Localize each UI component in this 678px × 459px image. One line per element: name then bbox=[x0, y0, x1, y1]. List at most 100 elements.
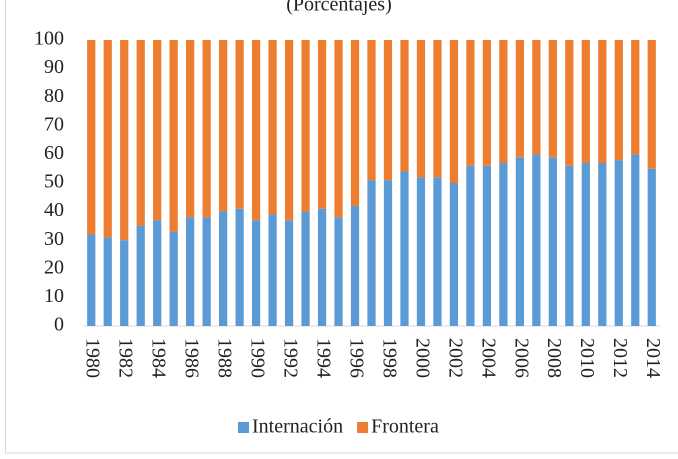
y-tick-label: 30 bbox=[44, 228, 64, 250]
bar-segment bbox=[449, 40, 459, 183]
x-tick-label: 1982 bbox=[115, 338, 137, 378]
bar-segment bbox=[186, 217, 195, 326]
bar-segment bbox=[548, 40, 557, 158]
bar-segment bbox=[103, 40, 112, 238]
bar-segment bbox=[284, 220, 294, 326]
bar-segment bbox=[202, 40, 211, 218]
bar-segment bbox=[631, 154, 640, 326]
bar-segment bbox=[235, 40, 244, 209]
x-tick-label: 1988 bbox=[214, 338, 236, 378]
y-tick-label: 80 bbox=[44, 85, 64, 107]
bar-segment bbox=[202, 217, 211, 326]
bar-segment bbox=[482, 165, 492, 326]
bar-segment bbox=[120, 240, 129, 326]
y-tick-label: 10 bbox=[44, 285, 64, 307]
bar-segment bbox=[400, 40, 409, 172]
x-tick-label: 1992 bbox=[279, 338, 301, 378]
bar-segment bbox=[515, 40, 524, 158]
bar-segment bbox=[449, 183, 459, 326]
y-tick-label: 20 bbox=[44, 256, 64, 278]
y-tick-label: 50 bbox=[44, 171, 64, 193]
bar-segment bbox=[301, 40, 310, 212]
y-tick-label: 40 bbox=[44, 199, 64, 221]
bar-segment bbox=[466, 165, 475, 326]
bar-segment bbox=[317, 208, 327, 326]
bar-segment bbox=[598, 40, 607, 163]
bar-segment bbox=[136, 225, 145, 326]
bar-segment bbox=[87, 40, 96, 235]
bar-segment bbox=[87, 234, 96, 326]
y-tick-label: 0 bbox=[54, 314, 64, 336]
x-tick-label: 2000 bbox=[411, 338, 433, 378]
bar-segment bbox=[350, 205, 360, 326]
x-tick-label: 1998 bbox=[378, 338, 400, 378]
bar-segment bbox=[532, 154, 541, 326]
bar-segment bbox=[532, 40, 541, 155]
bar-segment bbox=[219, 211, 228, 326]
bar-segment bbox=[647, 40, 656, 169]
bar-segment bbox=[251, 220, 261, 326]
bar-segment bbox=[103, 237, 112, 326]
bar-segment bbox=[548, 157, 557, 326]
x-tick-label: 1990 bbox=[247, 338, 269, 378]
x-tick-label: 1994 bbox=[312, 338, 334, 378]
bar-segment bbox=[153, 220, 162, 326]
bar-segment bbox=[416, 177, 426, 326]
bar-segment bbox=[598, 162, 607, 326]
legend-label: Internación bbox=[252, 416, 343, 438]
bar-segment bbox=[581, 162, 590, 326]
bar-segment bbox=[301, 211, 310, 326]
bar-segment bbox=[334, 40, 343, 218]
x-tick-label: 2010 bbox=[576, 338, 598, 378]
bar-segment bbox=[268, 214, 277, 326]
bar-segment bbox=[565, 40, 574, 166]
bar-segment bbox=[367, 180, 376, 326]
bar-segment bbox=[383, 40, 393, 181]
bar-segment bbox=[120, 40, 129, 241]
y-tick-label: 60 bbox=[44, 142, 64, 164]
x-tick-label: 1980 bbox=[82, 338, 104, 378]
x-tick-label: 1996 bbox=[345, 338, 367, 378]
bar-segment bbox=[466, 40, 475, 166]
bar-segment bbox=[581, 40, 590, 163]
x-tick-label: 2014 bbox=[642, 338, 664, 378]
x-tick-label: 2002 bbox=[444, 338, 466, 378]
bar-segment bbox=[367, 40, 376, 181]
bar-segment bbox=[235, 208, 244, 326]
x-tick-label: 1986 bbox=[181, 338, 203, 378]
bar-segment bbox=[251, 40, 261, 221]
y-tick-label: 90 bbox=[44, 56, 64, 78]
x-tick-label: 2006 bbox=[510, 338, 532, 378]
x-tick-label: 2008 bbox=[543, 338, 565, 378]
y-tick-label: 70 bbox=[44, 113, 64, 135]
legend-swatch bbox=[238, 422, 249, 433]
bar-segment bbox=[268, 40, 277, 215]
bar-segment bbox=[136, 40, 145, 226]
y-tick-label: 100 bbox=[34, 28, 64, 50]
bar-segment bbox=[169, 40, 178, 232]
chart-subtitle: (Porcentajes) bbox=[286, 0, 392, 16]
bar-segment bbox=[614, 40, 623, 161]
bar-segment bbox=[565, 165, 574, 326]
bar-segment bbox=[614, 160, 623, 326]
legend-label: Frontera bbox=[371, 416, 439, 438]
bar-segment bbox=[433, 177, 442, 326]
bar-segment bbox=[284, 40, 294, 221]
legend-swatch bbox=[357, 422, 369, 433]
bar-segment bbox=[334, 217, 343, 326]
bar-segment bbox=[317, 40, 327, 209]
bar-segment bbox=[499, 40, 508, 163]
chart-frame bbox=[5, 0, 678, 454]
bar-segment bbox=[631, 40, 640, 155]
bar-segment bbox=[383, 180, 393, 326]
x-tick-label: 2004 bbox=[477, 338, 499, 378]
bar-segment bbox=[350, 40, 360, 206]
bar-segment bbox=[647, 168, 656, 326]
bar-segment bbox=[219, 40, 228, 212]
x-tick-label: 2012 bbox=[609, 338, 631, 378]
bar-segment bbox=[499, 162, 508, 326]
bar-segment bbox=[153, 40, 162, 221]
bar-segment bbox=[169, 231, 178, 326]
